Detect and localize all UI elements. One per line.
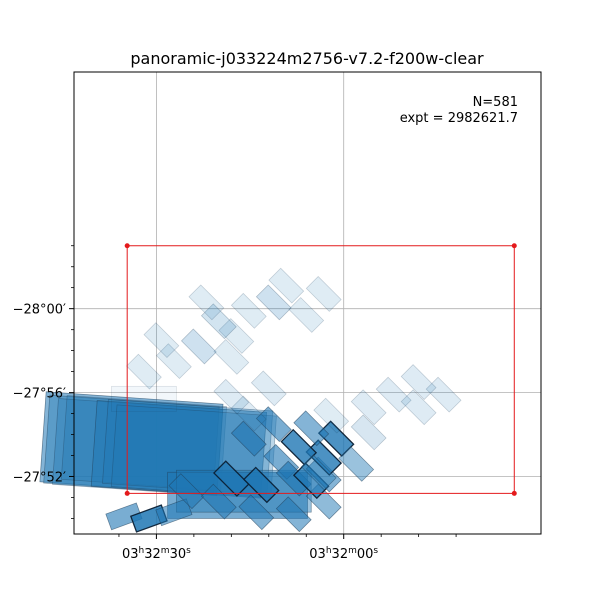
footprint-51 [268, 267, 305, 304]
footprint-43 [213, 338, 250, 375]
footprint-40 [126, 353, 162, 390]
y-tick-label-0: −27°52′ [13, 470, 66, 485]
footprint-11 [155, 498, 193, 527]
footprint-36 [375, 376, 412, 413]
footprint-49 [288, 297, 325, 333]
footprint-44 [143, 322, 180, 359]
footprint-24 [280, 428, 318, 466]
outline-corner-3 [124, 243, 130, 249]
exposure-annotation: expt = 2982621.7 [400, 111, 518, 126]
footprint-9 [105, 502, 143, 531]
footprint-46 [200, 303, 237, 340]
footprint-33 [250, 370, 287, 407]
axis-ticks: 03h32m30s 03h32m00s −27°52′ −27°56′ −28°00′ [13, 245, 457, 562]
footprint-52 [188, 284, 225, 321]
footprint-48 [255, 284, 292, 321]
footprint-28 [293, 410, 330, 447]
y-tick-label-1: −27°56′ [13, 387, 66, 402]
footprint-45 [218, 318, 255, 354]
outline-corner-2 [511, 243, 517, 249]
footprint-30 [350, 414, 387, 451]
footprint-38 [425, 376, 462, 413]
footprint-25 [317, 420, 355, 458]
axes-frame [73, 71, 542, 535]
footprint-41 [156, 343, 192, 380]
footprint-54 [111, 385, 177, 412]
outline-corner-1 [511, 490, 517, 496]
footprint-47 [230, 292, 267, 329]
footprint-23 [305, 439, 343, 476]
x-tick-label-0: 03h32m30s [122, 546, 191, 562]
footprint-14 [238, 494, 275, 531]
footprint-32 [213, 378, 250, 415]
footprint-15 [275, 496, 312, 533]
footprint-39 [400, 364, 437, 400]
footprint-17 [213, 460, 250, 497]
footprint-50 [305, 276, 342, 312]
footprint-37 [400, 389, 437, 426]
outline-corner-0 [124, 490, 130, 496]
footprint-35 [350, 389, 387, 426]
count-annotation: N=581 [473, 95, 518, 110]
footprint-53 [313, 397, 350, 434]
y-tick-label-2: −28°00′ [13, 303, 66, 318]
footprint-26 [230, 420, 267, 457]
footprint-34 [300, 454, 337, 491]
footprint-42 [180, 328, 217, 365]
outline-layer [124, 243, 517, 496]
footprint-layer [39, 267, 462, 533]
footprint-12 [168, 473, 205, 510]
footprint-27 [255, 406, 292, 442]
footprint-29 [338, 445, 375, 482]
x-tick-label-1: 03h32m00s [309, 546, 378, 562]
chart-title: panoramic-j033224m2756-v7.2-f200w-clear [130, 49, 484, 68]
footprint-31 [230, 395, 267, 432]
